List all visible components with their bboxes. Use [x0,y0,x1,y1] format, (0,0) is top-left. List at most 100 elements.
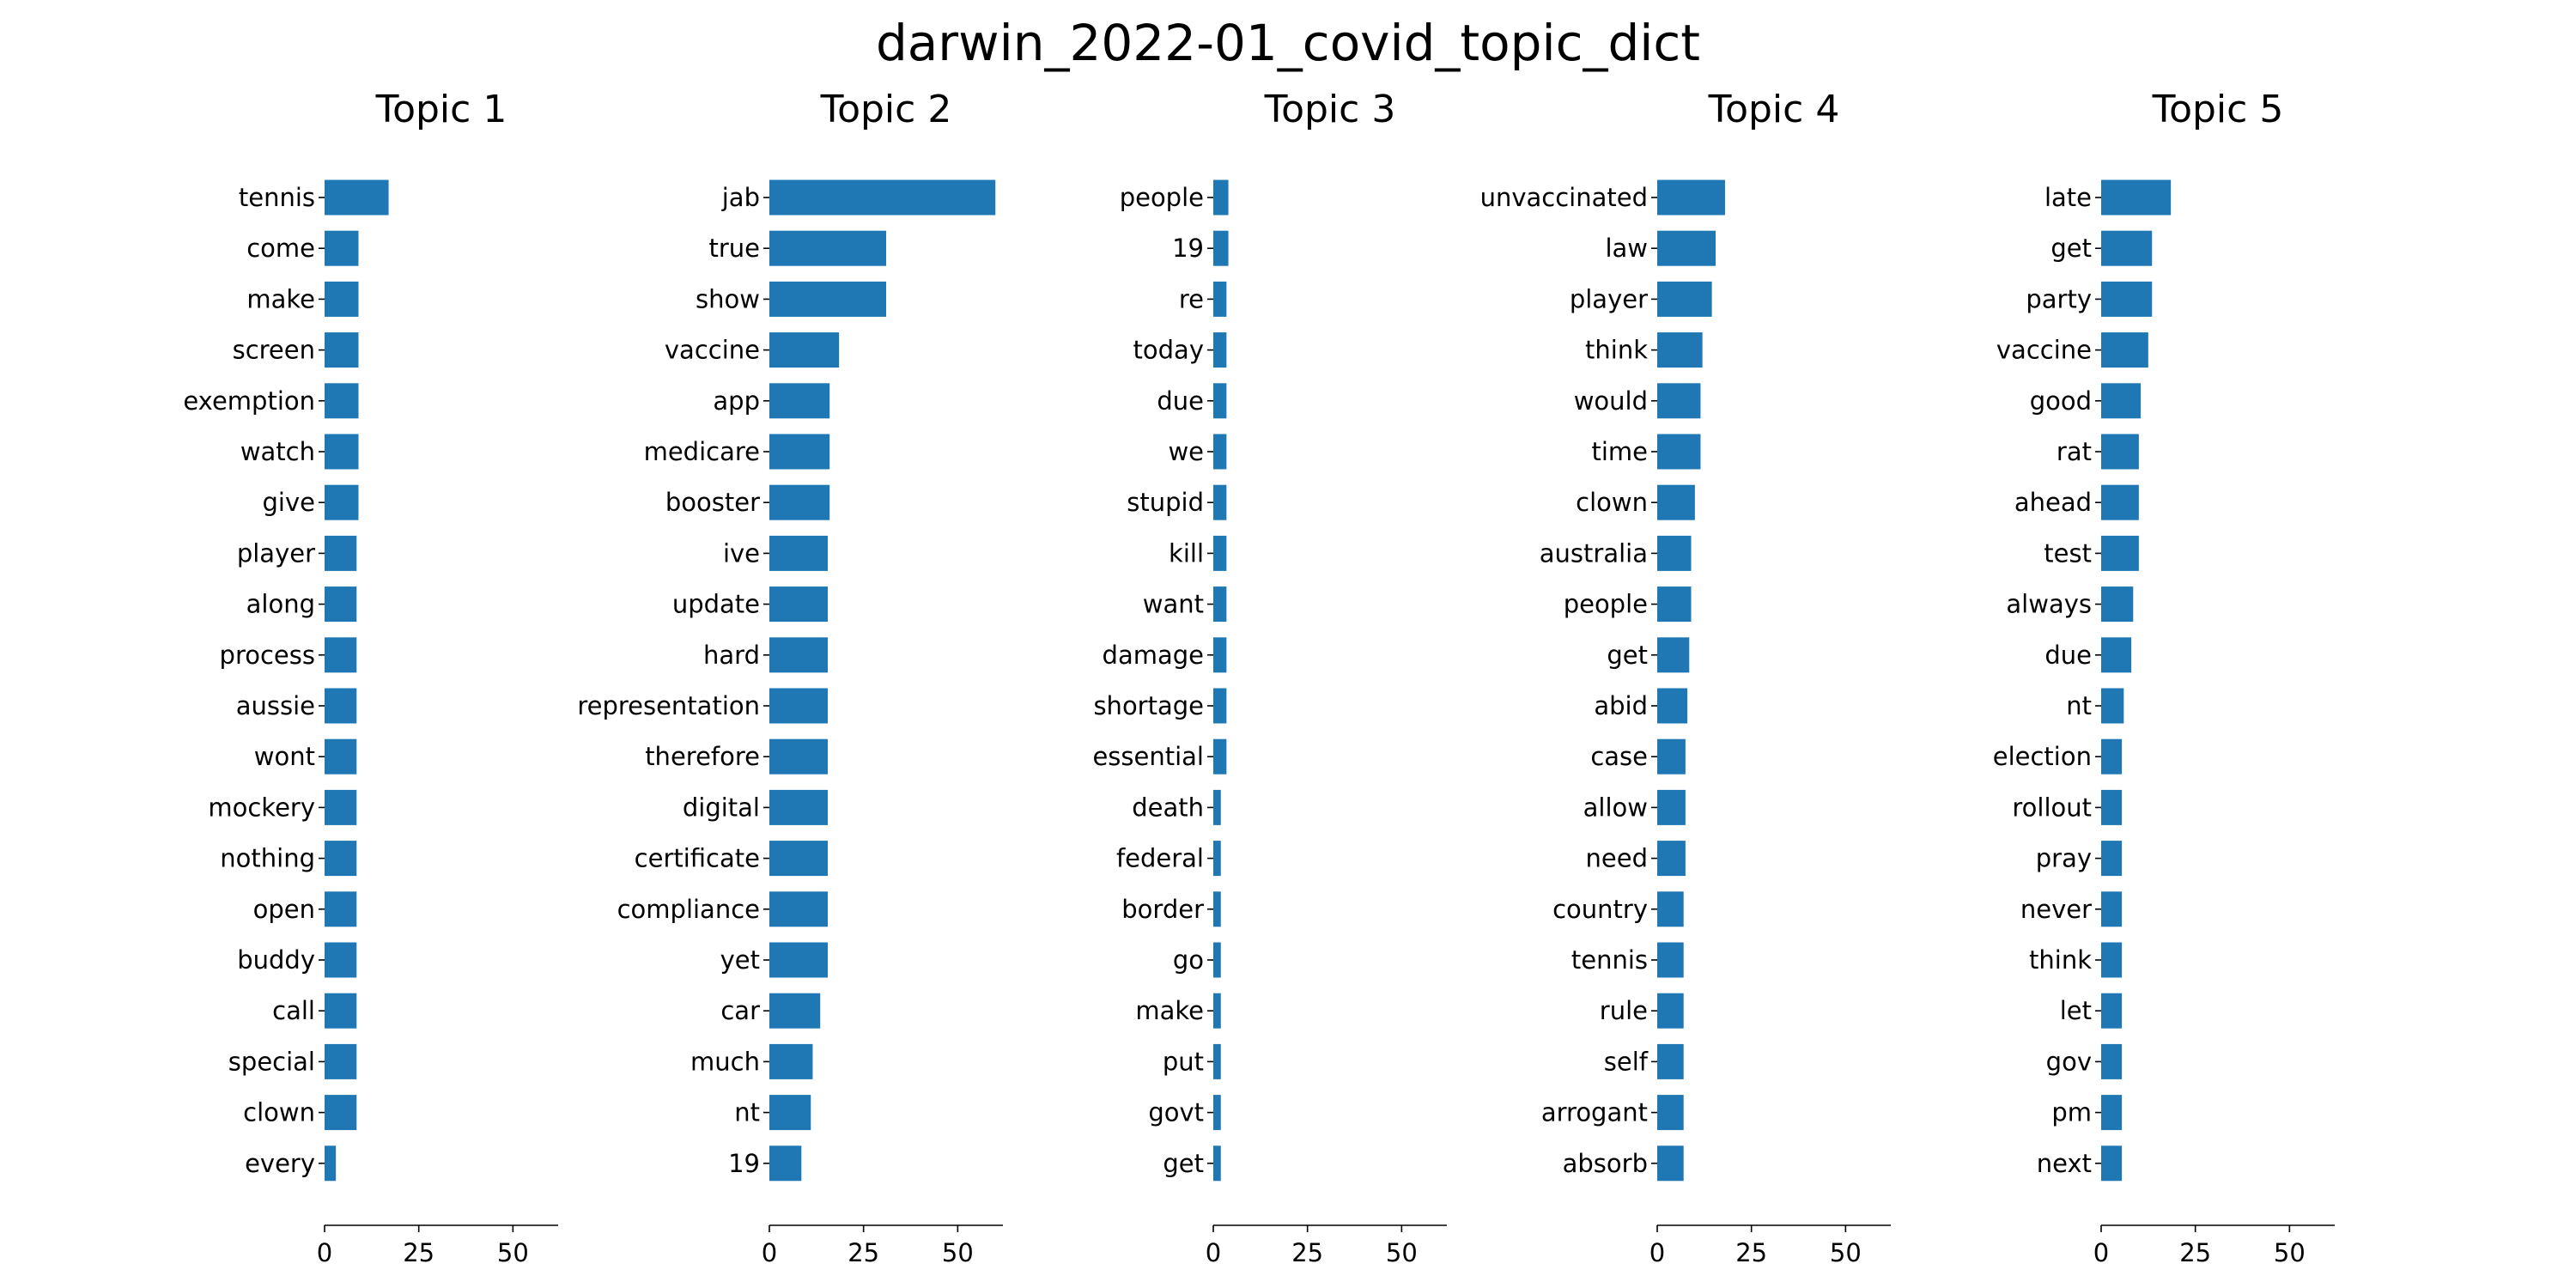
category-label: much [690,1047,760,1076]
category-label: get [1163,1149,1204,1178]
category-label: rollout [2012,793,2092,822]
bar [769,586,828,623]
bar [769,688,828,724]
bar [1657,179,1725,216]
bar [2101,738,2123,775]
bar [1657,281,1712,317]
bar [2101,383,2142,419]
category-label: we [1168,437,1204,466]
x-tick-label: 0 [2093,1238,2109,1267]
bar [769,841,828,877]
panel-title: Topic 4 [1708,88,1840,131]
bar [1657,1095,1684,1131]
category-label: booster [665,488,760,517]
bar [2101,637,2132,673]
category-label: go [1173,945,1204,975]
bar [769,1145,802,1182]
category-label: every [245,1149,315,1178]
category-label: case [1590,742,1648,771]
bar [1657,789,1686,825]
category-label: think [2029,945,2092,975]
bar [325,332,359,368]
category-label: abid [1594,691,1648,720]
x-tick-label: 0 [1649,1238,1665,1267]
panel-title: Topic 3 [1264,88,1396,131]
category-label: want [1143,590,1204,619]
bar [325,535,357,571]
bar [1213,637,1227,673]
bar [1213,789,1221,825]
bar [769,1043,813,1079]
category-label: make [1135,996,1204,1025]
bar [325,586,357,623]
bar [769,891,828,927]
category-label: representation [577,691,760,720]
category-label: true [708,234,760,263]
category-label: yet [720,945,760,975]
bar [325,942,357,978]
x-tick-label: 0 [762,1238,777,1267]
category-label: tennis [1571,945,1648,975]
category-label: stupid [1127,488,1204,517]
bar [769,1095,811,1131]
category-label: certificate [635,844,760,873]
bar [1213,383,1227,419]
category-label: nt [2066,691,2092,720]
category-label: due [1157,386,1204,416]
bar [769,179,996,216]
category-label: need [1586,844,1648,873]
category-label: therefore [645,742,760,771]
bar [1657,738,1686,775]
category-label: buddy [237,945,315,975]
bar [1657,434,1701,470]
category-label: federal [1116,844,1204,873]
x-tick-label: 25 [403,1238,434,1267]
panel-title: Topic 1 [375,88,507,131]
category-label: people [1120,183,1204,212]
bar [325,637,357,673]
category-label: show [696,284,760,313]
bar [1213,535,1227,571]
bar [325,891,357,927]
bar [325,281,359,317]
bar [1213,179,1229,216]
category-label: gov [2046,1047,2092,1076]
category-label: get [2050,234,2092,263]
panel-title: Topic 2 [820,88,952,131]
category-label: medicare [644,437,760,466]
category-label: allow [1583,793,1648,822]
category-label: law [1605,234,1648,263]
category-label: vaccine [665,336,760,365]
bar [769,637,828,673]
topic-panel: Topic 2 jab true show vaccine app medicare boos… [577,88,1003,1267]
category-label: test [2044,538,2092,568]
topic-panel: Topic 5 late get party vaccine good rat ahead te… [1993,88,2335,1267]
category-label: ahead [2014,488,2092,517]
category-label: late [2044,183,2092,212]
bar [1657,1145,1684,1182]
bar [325,230,359,266]
category-label: damage [1103,641,1204,670]
category-label: update [672,590,760,619]
category-label: player [1570,284,1648,313]
category-label: essential [1092,742,1204,771]
category-label: self [1604,1047,1649,1076]
bar [2101,586,2134,623]
bar [1657,688,1688,724]
category-label: make [246,284,315,313]
category-label: tennis [239,183,315,212]
category-label: today [1133,336,1204,365]
category-label: 19 [728,1149,760,1178]
category-label: arrogant [1541,1098,1648,1127]
bar [2101,993,2123,1029]
bar [769,789,828,825]
category-label: due [2044,641,2092,670]
x-tick-label: 25 [2179,1238,2211,1267]
category-label: hard [703,641,760,670]
bar [2101,179,2172,216]
bar [2101,434,2139,470]
bar [2101,332,2148,368]
category-label: good [2030,386,2092,416]
bar [2101,841,2123,877]
topic-panel: Topic 1 tennis come make screen exemption watc… [183,88,558,1267]
